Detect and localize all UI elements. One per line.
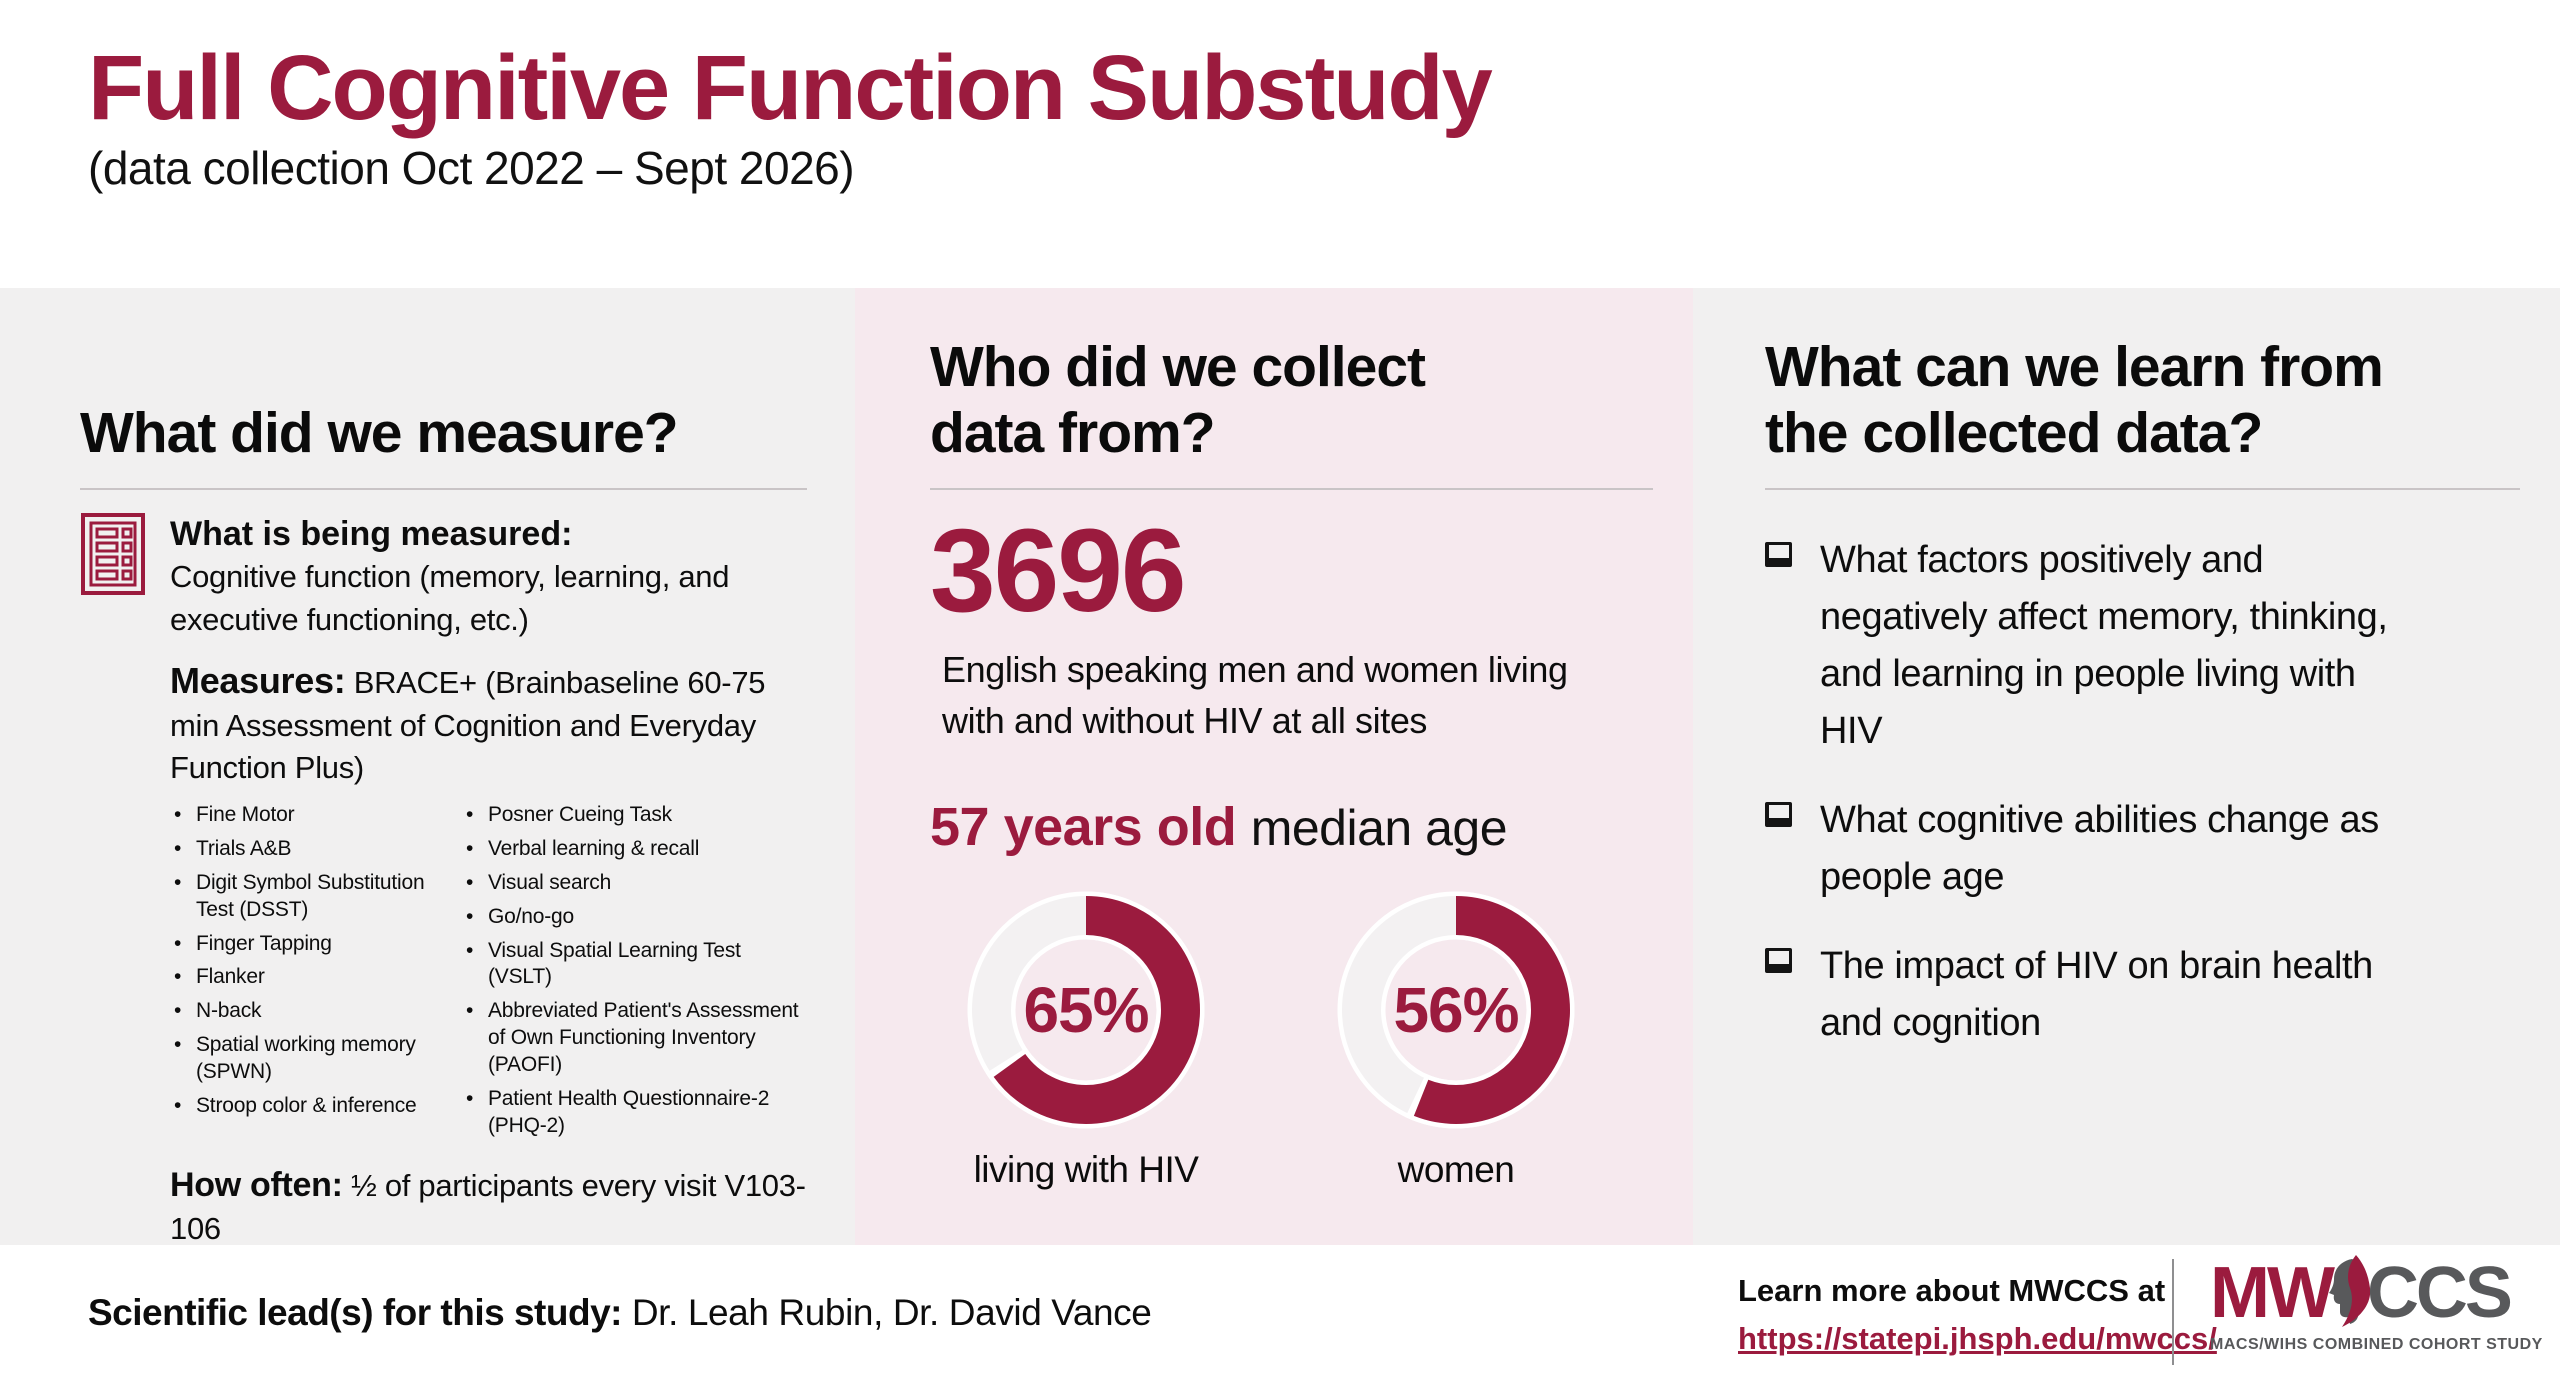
checklist-item-text: What factors positively and negatively a… xyxy=(1820,539,2388,752)
content-band: What did we measure? What is xyxy=(0,288,2560,1245)
donut-ring: 56% xyxy=(1337,891,1575,1129)
measures-paragraph: Measures: BRACE+ (Brainbaseline 60-75 mi… xyxy=(170,658,807,790)
checklist-item: What cognitive abilities change as peopl… xyxy=(1765,792,2520,906)
median-age-line: 57 years old median age xyxy=(930,796,1653,858)
who-heading: Who did we collect data from? xyxy=(930,334,1426,465)
bullet-item: Finger Tapping xyxy=(170,931,438,958)
learn-more-label: Learn more about MWCCS at xyxy=(1738,1273,2166,1308)
bullet-item: Verbal learning & recall xyxy=(462,836,807,863)
participant-description: English speaking men and women living wi… xyxy=(942,649,1568,742)
column-heading-wrap: What can we learn from the collected dat… xyxy=(1765,288,2520,488)
measure-bullet-columns: Fine Motor Trials A&B Digit Symbol Substit… xyxy=(170,802,807,1147)
checklist-icon xyxy=(80,512,146,1245)
measure-heading: What did we measure? xyxy=(80,400,679,465)
donut-chart-living-with-hiv: 65% living with HIV xyxy=(964,888,1208,1191)
donut-percentage: 56% xyxy=(1393,974,1518,1046)
bullet-item: Digit Symbol Substitution Test (DSST) xyxy=(170,870,438,924)
divider-rule xyxy=(80,488,807,490)
bullet-item: Stroop color & inference xyxy=(170,1093,438,1120)
measures-text: BRACE+ (Brainbaseline 60-75 min Assessme… xyxy=(170,664,766,786)
divider-rule xyxy=(930,488,1653,490)
checklist-item-text: The impact of HIV on brain health and co… xyxy=(1820,945,2373,1044)
participant-count: 3696 xyxy=(930,505,1187,637)
scientific-leads-names: Dr. Leah Rubin, Dr. David Vance xyxy=(621,1292,1152,1333)
how-often-paragraph: How often: ½ of participants every visit… xyxy=(170,1163,807,1245)
page-subtitle: (data collection Oct 2022 – Sept 2026) xyxy=(88,141,855,194)
how-often-text: ½ of participants every visit V103-106 xyxy=(170,1167,806,1245)
column-heading-wrap: Who did we collect data from? xyxy=(930,288,1653,488)
checklist-item: The impact of HIV on brain health and co… xyxy=(1765,938,2520,1052)
learn-heading: What can we learn from the collected dat… xyxy=(1765,334,2384,465)
median-age-value: 57 years old xyxy=(930,797,1237,858)
checklist-item: What factors positively and negatively a… xyxy=(1765,532,2520,760)
bullet-item: Visual search xyxy=(462,870,807,897)
scientific-leads-label: Scientific lead(s) for this study: xyxy=(88,1292,622,1333)
column-what-did-we-measure: What did we measure? What is xyxy=(0,288,855,1245)
donut-charts-row: 65% living with HIV 56% women xyxy=(930,888,1653,1191)
bullet-item: Flanker xyxy=(170,964,438,991)
donut-chart-women: 56% women xyxy=(1334,888,1578,1191)
donut-caption: women xyxy=(1397,1149,1515,1191)
donut-percentage: 65% xyxy=(1023,974,1148,1046)
bullet-list-right: Posner Cueing Task Verbal learning & reca… xyxy=(462,802,807,1147)
bullet-item: Fine Motor xyxy=(170,802,438,829)
two-profiles-icon xyxy=(2328,1255,2374,1331)
page-title: Full Cognitive Function Substudy xyxy=(88,37,1493,139)
column-heading-wrap: What did we measure? xyxy=(80,288,807,488)
logo-tagline: MACS/WIHS COMBINED COHORT STUDY xyxy=(2210,1336,2543,1353)
bullet-list-left: Fine Motor Trials A&B Digit Symbol Substit… xyxy=(170,802,438,1147)
bullet-item: Trials A&B xyxy=(170,836,438,863)
learn-more-block: Learn more about MWCCS at https://statep… xyxy=(1738,1267,2217,1363)
median-age-label: median age xyxy=(1250,800,1508,857)
scientific-leads: Scientific lead(s) for this study: Dr. L… xyxy=(88,1292,1152,1334)
bullet-item: Posner Cueing Task xyxy=(462,802,807,829)
what-measured-label: What is being measured: xyxy=(170,515,573,553)
checklist-item-text: What cognitive abilities change as peopl… xyxy=(1820,799,2379,898)
checkbox-icon xyxy=(1765,948,1792,973)
bullet-item: Visual Spatial Learning Test (VSLT) xyxy=(462,938,807,992)
bullet-item: Abbreviated Patient's Assessment of Own … xyxy=(462,998,807,1079)
column-who-did-we-collect: Who did we collect data from? 3696 Engli… xyxy=(855,288,1693,1245)
what-measured-text: Cognitive function (memory, learning, an… xyxy=(170,559,730,637)
mwccs-logo: MW CCS MACS/WIHS COMBINED COHORT STUDY xyxy=(2210,1255,2543,1354)
logo-mw-text: MW xyxy=(2210,1253,2335,1333)
divider-rule xyxy=(1765,488,2520,490)
checkbox-icon xyxy=(1765,802,1792,827)
footer-divider xyxy=(2172,1259,2174,1365)
mwccs-link[interactable]: https://statepi.jhsph.edu/mwccs/ xyxy=(1738,1321,2217,1357)
checkbox-icon xyxy=(1765,542,1792,567)
how-often-label: How often: xyxy=(170,1165,343,1204)
bullet-item: Go/no-go xyxy=(462,904,807,931)
bullet-item: N-back xyxy=(170,998,438,1025)
learn-checklist: What factors positively and negatively a… xyxy=(1765,532,2520,1052)
column-what-can-we-learn: What can we learn from the collected dat… xyxy=(1693,288,2560,1245)
donut-ring: 65% xyxy=(967,891,1205,1129)
footer: Scientific lead(s) for this study: Dr. L… xyxy=(0,1245,2560,1381)
logo-ccs-text: CCS xyxy=(2366,1253,2513,1333)
bullet-item: Spatial working memory (SPWN) xyxy=(170,1032,438,1086)
donut-caption: living with HIV xyxy=(973,1149,1199,1191)
measures-label: Measures: xyxy=(170,659,346,701)
header: Full Cognitive Function Substudy (data c… xyxy=(0,0,2560,288)
bullet-item: Patient Health Questionnaire-2 (PHQ-2) xyxy=(462,1086,807,1140)
